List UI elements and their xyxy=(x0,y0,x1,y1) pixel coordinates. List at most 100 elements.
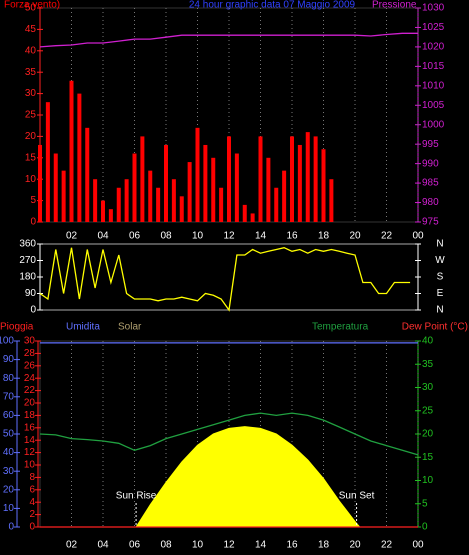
y-tick-label: 10 xyxy=(422,475,434,486)
bar xyxy=(108,209,113,222)
x-tick-label: 10 xyxy=(192,540,204,551)
y-tick-label: E xyxy=(437,288,444,299)
x-tick-label: 14 xyxy=(255,540,267,551)
chart-title: 24 hour graphic data 07 Maggio 2009 xyxy=(189,0,356,11)
bar xyxy=(234,153,239,222)
y-tick-label: 15 xyxy=(422,452,434,463)
y-tick-label: 20 xyxy=(24,398,36,409)
x-tick-label: 18 xyxy=(318,540,330,551)
x-tick-label: 10 xyxy=(192,231,204,242)
y-tick-label: 22 xyxy=(24,385,36,396)
y-tick-label: 180 xyxy=(19,272,36,283)
bar xyxy=(93,179,98,222)
bar xyxy=(171,179,176,222)
y-tick-label: 25 xyxy=(25,110,37,121)
y-tick-label: 2 xyxy=(29,509,35,520)
bar xyxy=(61,170,66,222)
bar xyxy=(101,200,105,222)
x-tick-label: 08 xyxy=(160,540,172,551)
y-tick-label: 28 xyxy=(24,348,36,359)
bar xyxy=(164,144,168,222)
bar xyxy=(187,162,192,222)
y-tick-label: 10 xyxy=(24,460,36,471)
y-tick-label: 45 xyxy=(25,24,37,35)
x-tick-label: 02 xyxy=(66,231,78,242)
y-tick-label: 70 xyxy=(3,391,15,402)
y-tick-label: 20 xyxy=(3,484,15,495)
y-tick-label: 30 xyxy=(24,336,36,347)
y-tick-label: S xyxy=(437,272,444,283)
y-tick-label: 995 xyxy=(422,139,439,150)
annotation: Sun Rise xyxy=(116,491,157,502)
x-tick-label: 06 xyxy=(129,231,141,242)
x-tick-label: 00 xyxy=(412,231,424,242)
bar xyxy=(242,204,247,222)
x-tick-label: 18 xyxy=(318,231,330,242)
x-tick-label: 06 xyxy=(129,540,141,551)
x-tick-label: 08 xyxy=(160,231,172,242)
legend-label: Temperatura xyxy=(312,322,369,333)
x-tick-label: 12 xyxy=(223,231,235,242)
y-tick-label: N xyxy=(436,305,443,316)
y-tick-label: 35 xyxy=(422,359,434,370)
legend-label: Forza vento) xyxy=(4,0,60,11)
x-tick-label: 16 xyxy=(286,540,298,551)
y-tick-label: 1015 xyxy=(422,61,445,72)
y-tick-label: 10 xyxy=(25,174,37,185)
bar xyxy=(69,80,74,222)
bar xyxy=(266,157,271,222)
line xyxy=(39,32,418,48)
bar xyxy=(156,187,161,222)
area xyxy=(135,426,361,528)
bar xyxy=(297,144,302,222)
y-tick-label: 5 xyxy=(30,195,36,206)
y-tick-label: 14 xyxy=(24,435,36,446)
bar xyxy=(132,153,137,222)
y-tick-label: 980 xyxy=(422,197,439,208)
y-tick-label: 0 xyxy=(30,217,36,228)
y-tick-label: 10 xyxy=(3,503,15,514)
y-tick-label: 40 xyxy=(422,336,434,347)
y-tick-label: 6 xyxy=(29,484,35,495)
annotation: Sun Set xyxy=(339,491,375,502)
bar xyxy=(140,136,145,222)
bar xyxy=(124,179,129,222)
y-tick-label: 1000 xyxy=(422,119,445,130)
x-tick-label: 04 xyxy=(97,540,109,551)
bar xyxy=(45,102,50,222)
x-tick-label: 20 xyxy=(349,231,361,242)
y-tick-label: 1010 xyxy=(422,80,445,91)
y-tick-label: 0 xyxy=(29,522,35,533)
y-tick-label: 30 xyxy=(422,382,434,393)
y-tick-label: 12 xyxy=(24,447,36,458)
y-tick-label: 1030 xyxy=(422,3,445,14)
bar xyxy=(116,187,121,222)
y-tick-label: 90 xyxy=(3,354,15,365)
y-tick-label: 975 xyxy=(422,217,439,228)
y-tick-label: 30 xyxy=(3,466,15,477)
y-tick-label: 30 xyxy=(25,88,37,99)
y-tick-label: 18 xyxy=(24,410,36,421)
y-tick-label: 0 xyxy=(422,522,428,533)
y-tick-label: 1025 xyxy=(422,22,445,33)
y-tick-label: 100 xyxy=(0,336,14,347)
y-tick-label: 1005 xyxy=(422,100,445,111)
y-tick-label: 4 xyxy=(29,497,35,508)
legend-label: Pressione xyxy=(372,0,417,11)
bar xyxy=(195,127,200,222)
bar xyxy=(305,132,310,222)
bar xyxy=(321,149,326,222)
bar xyxy=(203,144,208,222)
bar xyxy=(274,187,279,222)
y-tick-label: 20 xyxy=(422,429,434,440)
bar xyxy=(313,136,318,222)
y-tick-label: N xyxy=(436,239,443,250)
x-tick-label: 16 xyxy=(286,231,298,242)
bar xyxy=(227,136,231,222)
y-tick-label: 24 xyxy=(24,373,36,384)
axis-label: Dew Point (°C) xyxy=(402,322,468,333)
line xyxy=(39,247,411,312)
y-tick-label: 1020 xyxy=(422,42,445,53)
line xyxy=(39,412,419,456)
x-tick-label: 22 xyxy=(381,231,393,242)
